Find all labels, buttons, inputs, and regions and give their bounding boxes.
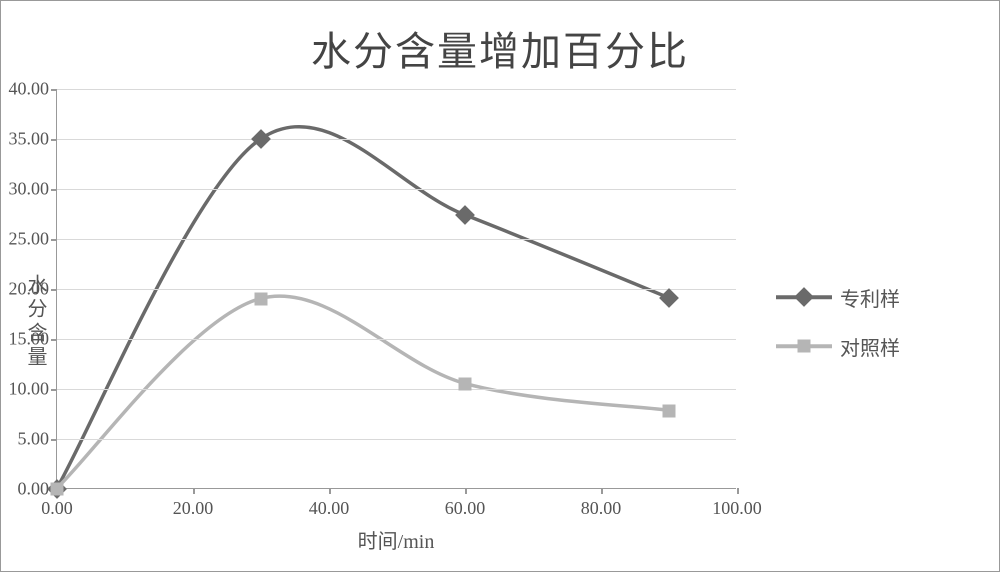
- y-tick-label: 40.00: [9, 79, 58, 100]
- plot-area: 0.005.0010.0015.0020.0025.0030.0035.0040…: [56, 89, 736, 489]
- legend-item: 对照样: [776, 332, 900, 361]
- gridline-h: [57, 339, 736, 340]
- y-tick-label: 15.00: [9, 329, 58, 350]
- square-marker: [51, 483, 64, 496]
- y-tick-label: 25.00: [9, 229, 58, 250]
- gridline-h: [57, 139, 736, 140]
- square-marker: [459, 378, 472, 391]
- legend: 专利样对照样: [776, 283, 900, 361]
- x-tick-mark: [329, 488, 331, 494]
- gridline-h: [57, 189, 736, 190]
- gridline-h: [57, 89, 736, 90]
- chart-container: 水分含量增加百分比 水分含量 0.005.0010.0015.0020.0025…: [1, 1, 999, 571]
- legend-swatch: [776, 287, 832, 307]
- gridline-h: [57, 439, 736, 440]
- plot-wrap: 0.005.0010.0015.0020.0025.0030.0035.0040…: [56, 89, 736, 554]
- x-tick-mark: [601, 488, 603, 494]
- legend-label: 对照样: [840, 332, 900, 361]
- legend-swatch: [776, 336, 832, 356]
- legend-label: 专利样: [840, 283, 900, 312]
- square-marker: [663, 405, 676, 418]
- y-tick-label: 30.00: [9, 179, 58, 200]
- chart-title: 水分含量增加百分比: [21, 19, 979, 77]
- square-marker: [798, 340, 811, 353]
- gridline-h: [57, 289, 736, 290]
- chart-body-row: 水分含量 0.005.0010.0015.0020.0025.0030.0035…: [21, 89, 979, 554]
- series-line: [57, 296, 668, 488]
- x-tick-mark: [737, 488, 739, 494]
- gridline-h: [57, 239, 736, 240]
- gridline-h: [57, 389, 736, 390]
- legend-item: 专利样: [776, 283, 900, 312]
- diamond-marker: [794, 287, 814, 307]
- y-tick-label: 20.00: [9, 279, 58, 300]
- y-tick-label: 10.00: [9, 379, 58, 400]
- square-marker: [255, 293, 268, 306]
- x-tick-mark: [193, 488, 195, 494]
- y-tick-label: 35.00: [9, 129, 58, 150]
- series-line: [57, 127, 668, 488]
- x-axis-label: 时间/min: [56, 525, 736, 554]
- x-tick-mark: [465, 488, 467, 494]
